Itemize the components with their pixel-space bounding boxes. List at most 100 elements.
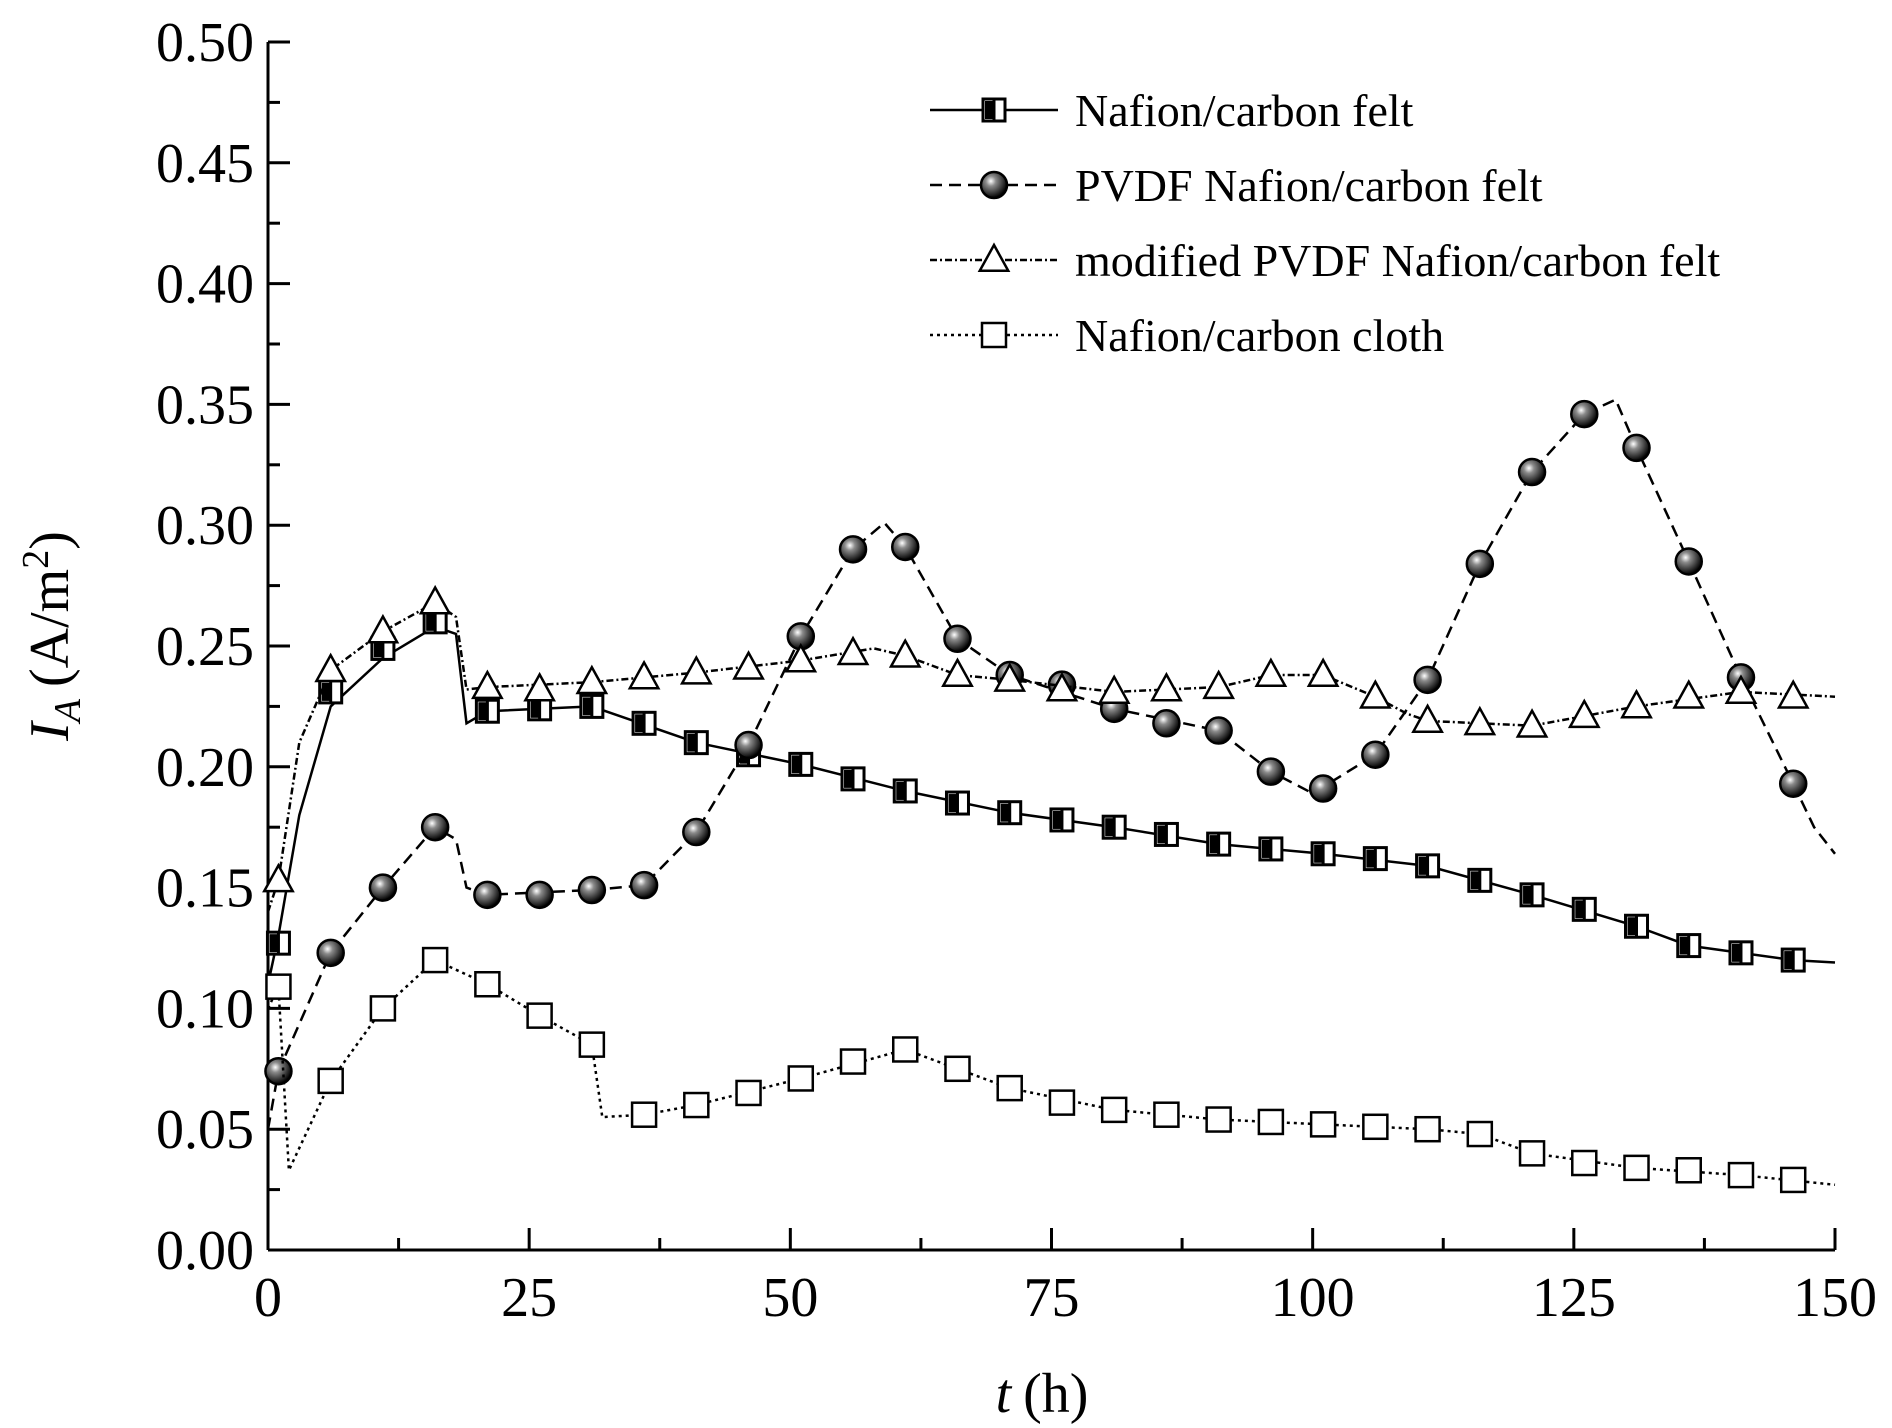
y-tick-label: 0.25 (156, 616, 254, 678)
data-point (366, 613, 400, 644)
data-point (1045, 671, 1079, 702)
data-point (1100, 1096, 1128, 1124)
data-point (1515, 708, 1549, 738)
legend-marker (979, 170, 1009, 200)
data-point (1415, 853, 1441, 879)
series-4 (265, 946, 1836, 1194)
x-tick-label: 50 (762, 1267, 818, 1329)
marker-fill (1418, 856, 1428, 875)
marker-fill (948, 794, 958, 813)
data-point (1622, 433, 1651, 463)
data-point (262, 862, 295, 893)
x-tick-label: 100 (1271, 1267, 1355, 1329)
series-layer (262, 397, 1836, 1194)
data-point (1358, 679, 1392, 709)
data-point (314, 652, 348, 683)
data-point (1519, 882, 1545, 908)
y-tick-label: 0.00 (156, 1220, 254, 1282)
data-point (264, 1056, 293, 1086)
data-point (1254, 657, 1288, 688)
data-point (629, 870, 659, 900)
marker-fill (687, 733, 697, 752)
data-point (1206, 831, 1232, 857)
data-point (265, 973, 292, 1000)
y-axis-unit-prefix: (A/m (19, 569, 81, 687)
x-axis-unit: (h) (1023, 1363, 1088, 1425)
data-point (1463, 705, 1497, 736)
data-point (630, 1101, 658, 1128)
data-point (474, 970, 501, 998)
marker-fill (1105, 818, 1115, 837)
data-point (1362, 1113, 1389, 1141)
data-point (1728, 940, 1754, 966)
data-point (1779, 1166, 1807, 1194)
series-3 (262, 584, 1836, 913)
data-point (892, 778, 918, 804)
y-tick-label: 0.05 (156, 1099, 254, 1161)
x-tick-label: 25 (501, 1267, 557, 1329)
y-tick-label: 0.50 (156, 12, 254, 74)
data-point (787, 1065, 815, 1092)
data-point (888, 638, 922, 668)
data-point (1571, 896, 1597, 922)
legend: Nafion/carbon felt PVDF Nafion/carbon fel… (930, 85, 1720, 361)
data-point (474, 698, 500, 724)
marker-fill (1470, 871, 1480, 890)
data-point (1466, 1120, 1494, 1148)
y-tick-label: 0.20 (156, 737, 254, 799)
x-tick-label: 125 (1532, 1267, 1616, 1329)
data-point (1049, 807, 1075, 833)
data-point (1153, 821, 1179, 847)
y-axis-unit-exponent: 2 (15, 550, 57, 569)
data-point (421, 946, 449, 974)
data-point (891, 1036, 919, 1063)
data-point (1727, 1161, 1755, 1189)
y-tick-label: 0.45 (156, 133, 254, 195)
data-point (575, 664, 609, 695)
data-point (1571, 1149, 1598, 1177)
y-tick-label: 0.30 (156, 495, 254, 557)
data-point (579, 693, 605, 719)
data-point (1202, 669, 1236, 700)
data-point (1101, 814, 1127, 840)
data-point (1097, 674, 1131, 704)
data-point (265, 930, 291, 956)
data-point (784, 642, 818, 673)
marker-fill (844, 769, 854, 788)
legend-marker (981, 97, 1007, 123)
data-point (318, 679, 344, 705)
data-point (1414, 1115, 1441, 1143)
data-point (1465, 549, 1495, 579)
data-point (840, 766, 866, 792)
marker-fill (1731, 943, 1741, 962)
data-point (473, 880, 502, 910)
data-point (943, 624, 972, 654)
data-point (1675, 1157, 1702, 1184)
data-point (1411, 703, 1444, 733)
legend-marker (977, 242, 1011, 273)
data-point (1310, 841, 1336, 867)
marker-fill (1157, 825, 1167, 844)
marker-fill (373, 639, 383, 658)
data-point (317, 1067, 344, 1095)
data-point (1780, 947, 1806, 973)
y-axis-title: IA (A/m2) (15, 531, 89, 742)
data-point (525, 880, 554, 910)
marker-fill (1523, 885, 1533, 904)
series-line (266, 397, 1836, 1130)
data-point (997, 800, 1023, 826)
marker-fill (1575, 900, 1585, 919)
y-axis-subscript: A (47, 698, 89, 725)
data-point (836, 635, 870, 666)
data-point (838, 535, 868, 564)
data-point (1256, 757, 1286, 786)
marker-fill (635, 714, 645, 733)
marker-fill (1679, 936, 1689, 955)
data-point (1361, 740, 1390, 769)
data-point (1258, 836, 1284, 862)
y-axis-unit-suffix: ) (19, 531, 81, 550)
data-point (577, 875, 607, 905)
data-point (1724, 674, 1758, 704)
